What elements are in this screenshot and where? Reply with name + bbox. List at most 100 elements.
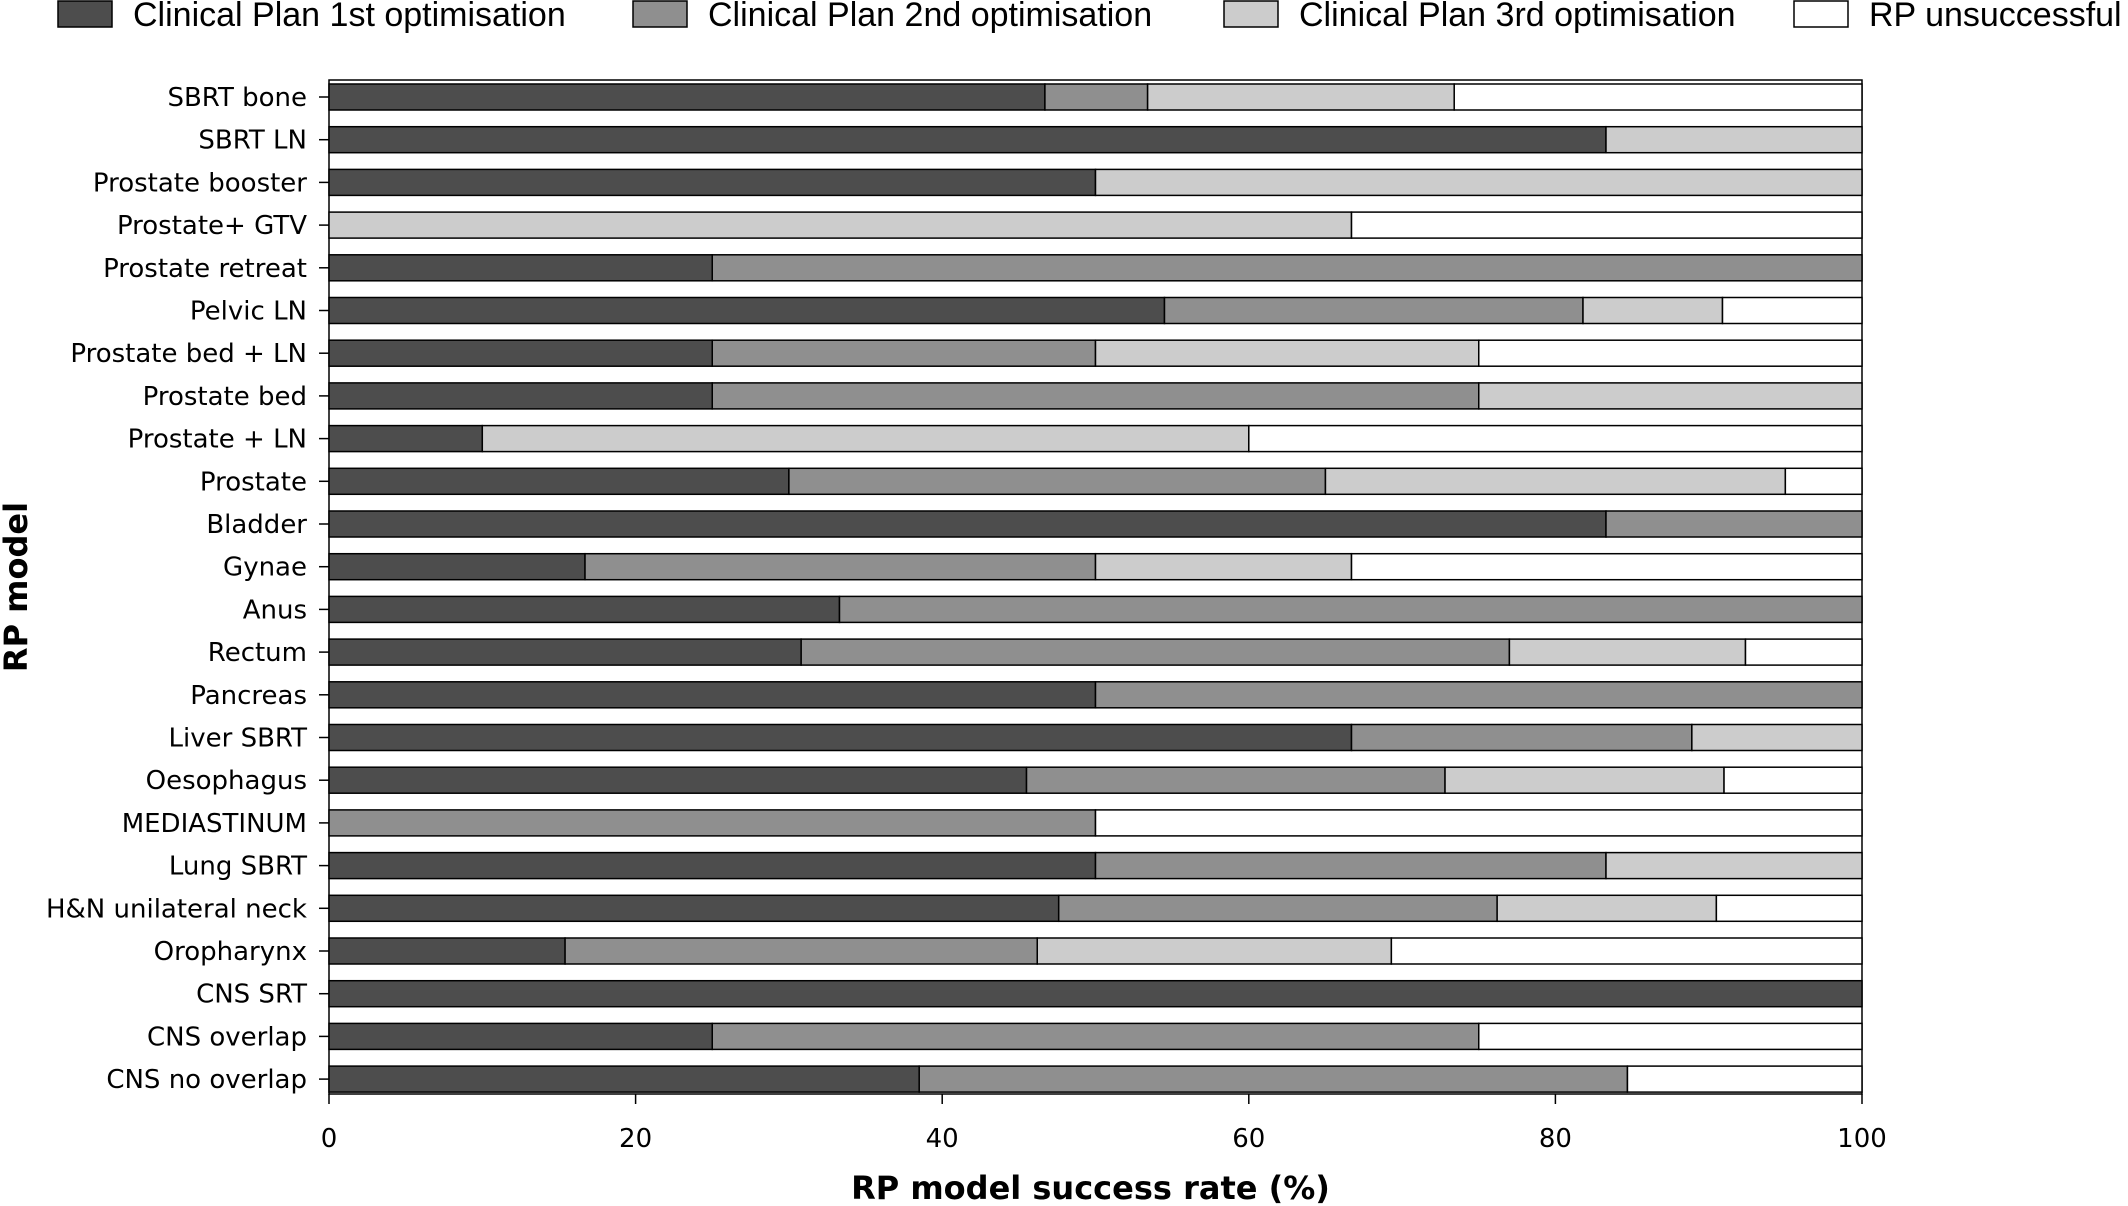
- bar-prostate-ln-series-4: [1248, 424, 1863, 453]
- x-axis-title: RP model success rate (%): [851, 1169, 1330, 1206]
- legend-swatch-4: [1793, 0, 1849, 28]
- bar-cns-overlap-series-1: [328, 1022, 713, 1051]
- y-tick-label-cns-overlap: CNS overlap: [147, 1022, 307, 1052]
- x-tick-label-0: 0: [321, 1124, 338, 1154]
- bar-rectum-series-1: [328, 638, 802, 666]
- x-tick-label-40: 40: [926, 1124, 959, 1154]
- x-tick-label-20: 20: [619, 1124, 652, 1154]
- bar-handn-unilateral-neck-series-2: [1057, 894, 1498, 923]
- y-tick-label-pelvic-ln: Pelvic LN: [190, 297, 307, 327]
- bar-oropharynx-series-4: [1390, 937, 1863, 965]
- y-tick-label-mediastinum: MEDIASTINUM: [122, 809, 307, 839]
- bar-gynae-series-1: [328, 552, 586, 581]
- bar-liver-sbrt-series-1: [328, 723, 1353, 752]
- bar-prostate-retreat-series-1: [328, 254, 713, 282]
- bar-gynae-series-2: [584, 552, 1097, 581]
- y-tick-label-oesophagus: Oesophagus: [146, 766, 307, 796]
- bar-cns-no-overlap-series-1: [328, 1065, 920, 1093]
- bar-prostate-bed-ln-series-3: [1094, 339, 1480, 367]
- bar-prostate-ln-series-1: [328, 424, 484, 453]
- bar-sbrt-bone-series-1: [328, 83, 1046, 111]
- y-tick-label-lung-sbrt: Lung SBRT: [169, 852, 307, 882]
- bar-pelvic-ln-series-3: [1582, 296, 1724, 325]
- bar-cns-no-overlap-series-4: [1626, 1065, 1863, 1093]
- bar-prostate-series-2: [788, 467, 1327, 496]
- bar-prostate-gtv-series-3: [328, 211, 1353, 239]
- bar-liver-sbrt-series-2: [1350, 723, 1693, 752]
- bar-prostate-booster-series-3: [1094, 168, 1863, 197]
- y-tick-label-prostate-retreat: Prostate retreat: [103, 254, 307, 284]
- y-tick-label-handn-unilateral-neck: H&N unilateral neck: [46, 894, 307, 924]
- bar-gynae-series-4: [1350, 552, 1863, 581]
- bar-cns-no-overlap-series-2: [918, 1065, 1629, 1093]
- y-tick-label-sbrt-bone: SBRT bone: [167, 83, 307, 113]
- y-tick-label-gynae: Gynae: [223, 553, 307, 583]
- y-tick-label-sbrt-ln: SBRT LN: [198, 126, 307, 156]
- legend: Clinical Plan 1st optimisation Clinical P…: [57, 0, 2122, 34]
- bar-pelvic-ln-series-2: [1163, 296, 1584, 325]
- bar-lung-sbrt-series-1: [328, 851, 1097, 880]
- bar-pelvic-ln-series-1: [328, 296, 1166, 325]
- bar-prostate-series-4: [1784, 467, 1863, 496]
- bar-lung-sbrt-series-3: [1605, 851, 1863, 880]
- x-tick-label-80: 80: [1539, 1124, 1572, 1154]
- bar-pelvic-ln-series-4: [1721, 296, 1863, 325]
- bar-prostate-bed-ln-series-4: [1478, 339, 1863, 367]
- bar-liver-sbrt-series-3: [1691, 723, 1863, 752]
- bar-lung-sbrt-series-2: [1094, 851, 1607, 880]
- bar-oesophagus-series-4: [1723, 766, 1863, 794]
- x-tick-label-100: 100: [1837, 1124, 1887, 1154]
- y-tick-label-prostate-gtv: Prostate+ GTV: [117, 211, 307, 241]
- bar-bladder-series-1: [328, 510, 1607, 538]
- bar-prostate-series-3: [1324, 467, 1787, 496]
- bar-oesophagus-series-2: [1025, 766, 1446, 794]
- x-axis: 0 20 40 60 80 100: [321, 1094, 1887, 1154]
- bar-oropharynx-series-3: [1036, 937, 1393, 965]
- plot-frame: [328, 79, 1863, 1095]
- y-tick-label-cns-no-overlap: CNS no overlap: [106, 1065, 307, 1095]
- bar-handn-unilateral-neck-series-1: [328, 894, 1060, 923]
- bar-rectum-series-3: [1508, 638, 1747, 666]
- bar-oropharynx-series-1: [328, 937, 566, 965]
- bar-oropharynx-series-2: [564, 937, 1038, 965]
- bar-oesophagus-series-1: [328, 766, 1028, 794]
- bar-bladder-series-2: [1605, 510, 1863, 538]
- y-tick-label-prostate: Prostate: [200, 467, 307, 497]
- x-tick-label-60: 60: [1232, 1124, 1265, 1154]
- y-tick-label-bladder: Bladder: [206, 510, 307, 540]
- legend-label-3: Clinical Plan 3rd optimisation: [1299, 0, 1736, 34]
- bar-pancreas-series-1: [328, 681, 1097, 709]
- y-tick-label-prostate-ln: Prostate + LN: [128, 425, 307, 455]
- bar-sbrt-ln-series-1: [328, 125, 1607, 154]
- y-tick-label-prostate-bed-ln: Prostate bed + LN: [70, 339, 307, 369]
- bar-sbrt-ln-series-3: [1605, 125, 1863, 154]
- bar-prostate-bed-series-3: [1478, 382, 1863, 410]
- bar-prostate-bed-ln-series-2: [711, 339, 1097, 367]
- bar-anus-series-2: [838, 595, 1863, 624]
- legend-swatch-3: [1223, 0, 1279, 28]
- legend-swatch-2: [632, 0, 688, 28]
- y-tick-label-rectum: Rectum: [208, 638, 307, 668]
- bar-prostate-gtv-series-4: [1350, 211, 1863, 239]
- bar-anus-series-1: [328, 595, 841, 624]
- y-tick-label-prostate-booster: Prostate booster: [93, 168, 307, 198]
- bar-prostate-series-1: [328, 467, 790, 496]
- legend-label-2: Clinical Plan 2nd optimisation: [708, 0, 1152, 34]
- bar-mediastinum-series-4: [1094, 809, 1863, 837]
- y-axis: SBRT bone SBRT LN Prostate booster Prostate…: [46, 83, 329, 1095]
- bar-oesophagus-series-3: [1444, 766, 1725, 794]
- legend-label-1: Clinical Plan 1st optimisation: [133, 0, 566, 34]
- bar-prostate-bed-ln-series-1: [328, 339, 713, 367]
- legend-swatch-1: [57, 0, 113, 28]
- bar-rectum-series-4: [1744, 638, 1863, 666]
- bar-cns-srt-series-1: [328, 979, 1863, 1008]
- y-tick-label-liver-sbrt: Liver SBRT: [169, 724, 308, 754]
- bar-cns-overlap-series-4: [1478, 1022, 1863, 1051]
- bar-prostate-booster-series-1: [328, 168, 1097, 197]
- bar-rectum-series-2: [800, 638, 1511, 666]
- y-tick-label-anus: Anus: [243, 595, 307, 625]
- bar-sbrt-bone-series-3: [1146, 83, 1455, 111]
- y-tick-label-oropharynx: Oropharynx: [154, 937, 307, 967]
- bar-gynae-series-3: [1094, 552, 1353, 581]
